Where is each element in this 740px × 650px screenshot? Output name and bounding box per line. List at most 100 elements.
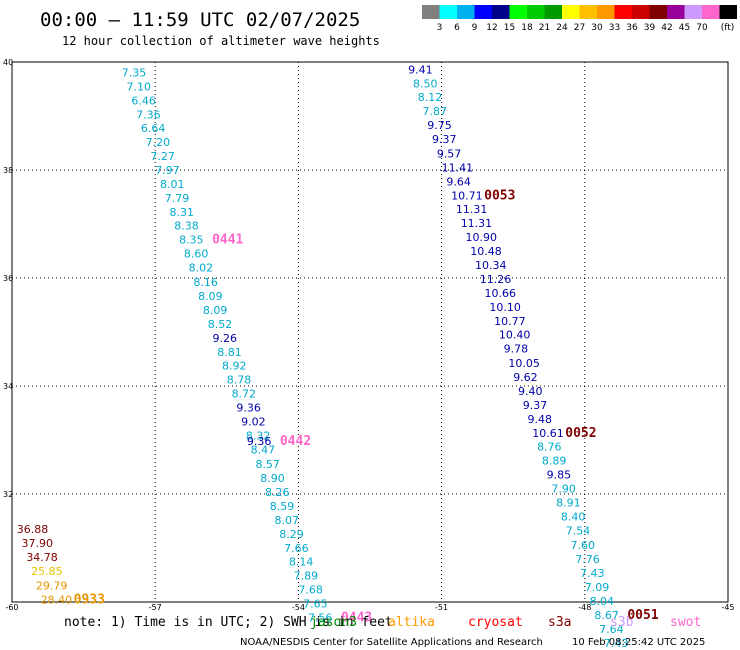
wave-height-value: 10.66 xyxy=(485,287,517,300)
wave-height-value: 7.10 xyxy=(127,80,152,93)
legend-label: 24 xyxy=(556,23,568,33)
wave-height-value: 7.27 xyxy=(150,150,175,163)
page-subtitle: 12 hour collection of altimeter wave hei… xyxy=(62,34,380,48)
wave-height-value: 8.29 xyxy=(279,528,304,541)
wave-height-value: 8.01 xyxy=(160,178,185,191)
legend-swatch xyxy=(702,5,720,19)
legend-label: 12 xyxy=(486,23,497,33)
legend-label: 21 xyxy=(539,23,550,33)
wave-height-value: 7.97 xyxy=(155,164,180,177)
wave-height-value: 10.77 xyxy=(494,315,526,328)
wave-height-value: 8.31 xyxy=(170,206,195,219)
track-0443: 8.478.578.908.268.598.078.297.668.147.89… xyxy=(251,444,373,626)
wave-height-value: 8.02 xyxy=(189,262,214,275)
lat-tick-label: 36 xyxy=(3,274,13,283)
wave-height-value: 37.90 xyxy=(22,537,54,550)
legend-label: 33 xyxy=(609,23,620,33)
wave-height-value: 9.78 xyxy=(504,343,529,356)
axis-ticks: -60 -57 -54 -51 -48 -45 40 38 36 34 32 xyxy=(3,58,735,612)
satellite-cryosat: cryosat xyxy=(468,615,523,630)
pass-time-label: 0052 xyxy=(565,426,596,441)
track-0050: 7.647.437.060050 xyxy=(599,623,629,650)
wave-height-value: 9.02 xyxy=(241,416,266,429)
footer: note: 1) Time is in UTC; 2) SWH is in fe… xyxy=(64,615,705,648)
wave-height-value: 10.61 xyxy=(532,427,564,440)
legend-swatch xyxy=(492,5,510,19)
wave-height-value: 6.64 xyxy=(141,122,166,135)
legend-label: 9 xyxy=(472,23,478,33)
legend-swatch xyxy=(509,5,527,19)
wave-height-value: 7.43 xyxy=(604,637,629,650)
color-legend: 3 6 9 12 15 18 21 24 27 30 33 36 39 42 45 70 (ft) xyxy=(422,5,737,33)
track-0052: 11.3111.3110.9010.4810.3411.2610.6610.10… xyxy=(456,203,597,441)
wave-height-value: 8.67 xyxy=(594,609,619,622)
map-frame xyxy=(11,61,729,603)
wave-height-value: 7.35 xyxy=(122,66,147,79)
wave-height-value: 9.37 xyxy=(523,399,548,412)
lon-tick-label: -54 xyxy=(292,603,305,612)
wave-height-value: 7.64 xyxy=(599,623,624,636)
wave-height-value: 8.57 xyxy=(255,458,280,471)
legend-swatch xyxy=(527,5,545,19)
wave-height-value: 11.31 xyxy=(456,203,488,216)
wave-height-value: 9.57 xyxy=(437,147,462,160)
wave-height-value: 9.37 xyxy=(432,133,457,146)
wave-height-value: 8.52 xyxy=(208,318,233,331)
wave-height-value: 7.09 xyxy=(585,581,610,594)
wave-height-value: 28.40 xyxy=(41,593,73,606)
wave-height-value: 8.07 xyxy=(275,514,300,527)
legend-swatch xyxy=(614,5,632,19)
legend-swatch xyxy=(474,5,492,19)
footer-note: note: 1) Time is in UTC; 2) SWH is in fe… xyxy=(64,615,393,630)
wave-height-value: 8.59 xyxy=(270,500,295,513)
wave-height-value: 7.20 xyxy=(146,136,171,149)
wave-height-value: 8.47 xyxy=(251,444,276,457)
legend-swatch xyxy=(439,5,457,19)
wave-height-value: 7.66 xyxy=(284,542,309,555)
wave-height-value: 8.76 xyxy=(537,440,562,453)
map-plot: -60 -57 -54 -51 -48 -45 40 38 36 34 32 7.357.106.4… xyxy=(3,58,735,650)
legend-swatch xyxy=(719,5,737,19)
legend-label: 6 xyxy=(454,23,460,33)
satellite-jason3: jason3 xyxy=(310,615,357,630)
wave-height-value: 11.26 xyxy=(480,273,512,286)
wave-height-value: 8.16 xyxy=(193,276,218,289)
wave-height-value: 7.43 xyxy=(580,567,605,580)
wave-height-value: 9.26 xyxy=(212,332,237,345)
legend-swatch xyxy=(684,5,702,19)
wave-height-value: 9.62 xyxy=(513,371,538,384)
lon-tick-label: -60 xyxy=(5,603,18,612)
wave-height-value: 8.89 xyxy=(542,455,567,468)
wave-height-value: 8.38 xyxy=(174,220,199,233)
legend-label: 15 xyxy=(504,23,515,33)
lat-tick-label: 38 xyxy=(3,166,13,175)
wave-height-value: 7.36 xyxy=(136,108,161,121)
wave-height-value: 7.87 xyxy=(423,105,448,118)
wave-height-value: 9.41 xyxy=(408,64,433,77)
wave-height-value: 8.72 xyxy=(232,388,257,401)
wave-height-tracks: 7.357.106.467.366.647.207.277.978.017.79… xyxy=(17,64,659,650)
wave-height-value: 8.50 xyxy=(413,78,438,91)
legend-swatch xyxy=(457,5,475,19)
pass-time-label: 0933 xyxy=(74,592,105,607)
legend-swatch xyxy=(422,5,440,19)
wave-height-value: 6.46 xyxy=(131,94,156,107)
wave-height-value: 34.78 xyxy=(26,551,58,564)
wave-height-value: 7.68 xyxy=(298,584,323,597)
wave-height-value: 8.04 xyxy=(590,595,615,608)
wave-height-value: 8.14 xyxy=(289,556,314,569)
wave-height-value: 7.54 xyxy=(566,525,591,538)
legend-swatch xyxy=(544,5,562,19)
wave-height-value: 11.31 xyxy=(461,217,493,230)
legend-label: (ft) xyxy=(721,23,735,33)
satellite-s3b: s3b xyxy=(610,615,634,630)
satellite-altika: altika xyxy=(388,615,435,630)
legend-label: 39 xyxy=(644,23,656,33)
legend-swatch xyxy=(597,5,615,19)
page-title: 00:00 – 11:59 UTC 02/07/2025 xyxy=(40,9,360,31)
wave-height-value: 10.40 xyxy=(499,329,531,342)
lon-tick-label: -51 xyxy=(435,603,448,612)
legend-label: 27 xyxy=(574,23,585,33)
legend-swatch xyxy=(667,5,685,19)
wave-height-value: 7.60 xyxy=(570,539,595,552)
